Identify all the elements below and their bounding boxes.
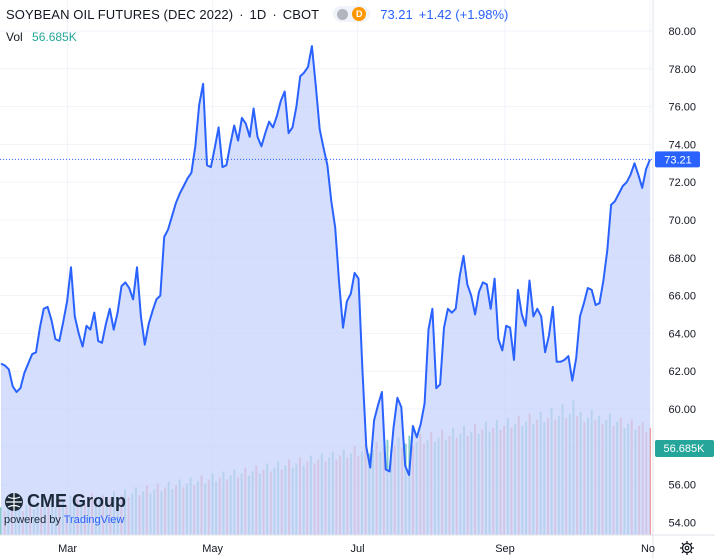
chart-header: SOYBEAN OIL FUTURES (DEC 2022) · 1D · CB… (6, 5, 508, 23)
globe-icon (5, 492, 23, 511)
powered-by-text: powered by (4, 514, 61, 526)
powered-by-line: powered by TradingView (4, 514, 126, 526)
volume-last-label: 56.685K (655, 440, 714, 457)
last-price-value: 73.21 (664, 154, 692, 166)
y-tick-label: 60.00 (668, 404, 696, 416)
y-tick-label: 54.00 (668, 517, 696, 529)
y-tick-label: 74.00 (668, 139, 696, 151)
cme-watermark[interactable]: CME Group powered by TradingView (4, 491, 126, 526)
y-tick-label: 56.00 (668, 480, 696, 492)
time-axis[interactable]: Mar May Jul Sep No (58, 543, 655, 555)
last-price-label: 73.21 (655, 151, 700, 168)
y-tick-label: 66.00 (668, 291, 696, 303)
volume-label: Vol (6, 30, 23, 44)
y-tick-label: 68.00 (668, 253, 696, 265)
y-tick-label: 72.00 (668, 177, 696, 189)
y-tick-label: 76.00 (668, 102, 696, 114)
price-axis[interactable]: 80.00 78.00 76.00 74.00 72.00 70.00 68.00 66.00… (668, 26, 696, 529)
provider-name: TradingView (63, 514, 125, 526)
symbol-title[interactable]: SOYBEAN OIL FUTURES (DEC 2022) (6, 6, 234, 22)
brand-name: CME Group (27, 491, 126, 511)
last-quote: 73.21 (380, 6, 413, 22)
quote-change: +1.42 (+1.98%) (418, 6, 509, 22)
gear-icon[interactable] (679, 540, 695, 556)
volume-last-value: 56.685K (664, 443, 706, 455)
cme-logo: CME Group (4, 491, 126, 512)
volume-value: 56.685K (32, 30, 77, 44)
price-line (0, 45, 651, 477)
exchange-label: CBOT (282, 6, 320, 22)
x-tick-label: May (202, 543, 223, 555)
x-tick-label: Mar (58, 543, 77, 555)
y-tick-label: 62.00 (668, 366, 696, 378)
price-area-fill (1, 46, 650, 535)
x-tick-label: Sep (495, 543, 515, 555)
y-tick-label: 80.00 (668, 26, 696, 38)
status-pill[interactable]: D (333, 6, 371, 22)
y-tick-label: 70.00 (668, 215, 696, 227)
y-tick-label: 64.00 (668, 328, 696, 340)
volume-legend: Vol 56.685K (6, 30, 77, 44)
interval-label[interactable]: 1D (249, 6, 267, 22)
y-tick-label: 78.00 (668, 64, 696, 76)
eye-icon[interactable] (337, 8, 349, 20)
separator-dot: · (272, 6, 277, 22)
x-tick-label: Jul (351, 543, 365, 555)
delayed-badge-icon[interactable]: D (352, 7, 367, 21)
x-tick-label: No (641, 543, 655, 555)
separator-dot: · (239, 6, 244, 22)
